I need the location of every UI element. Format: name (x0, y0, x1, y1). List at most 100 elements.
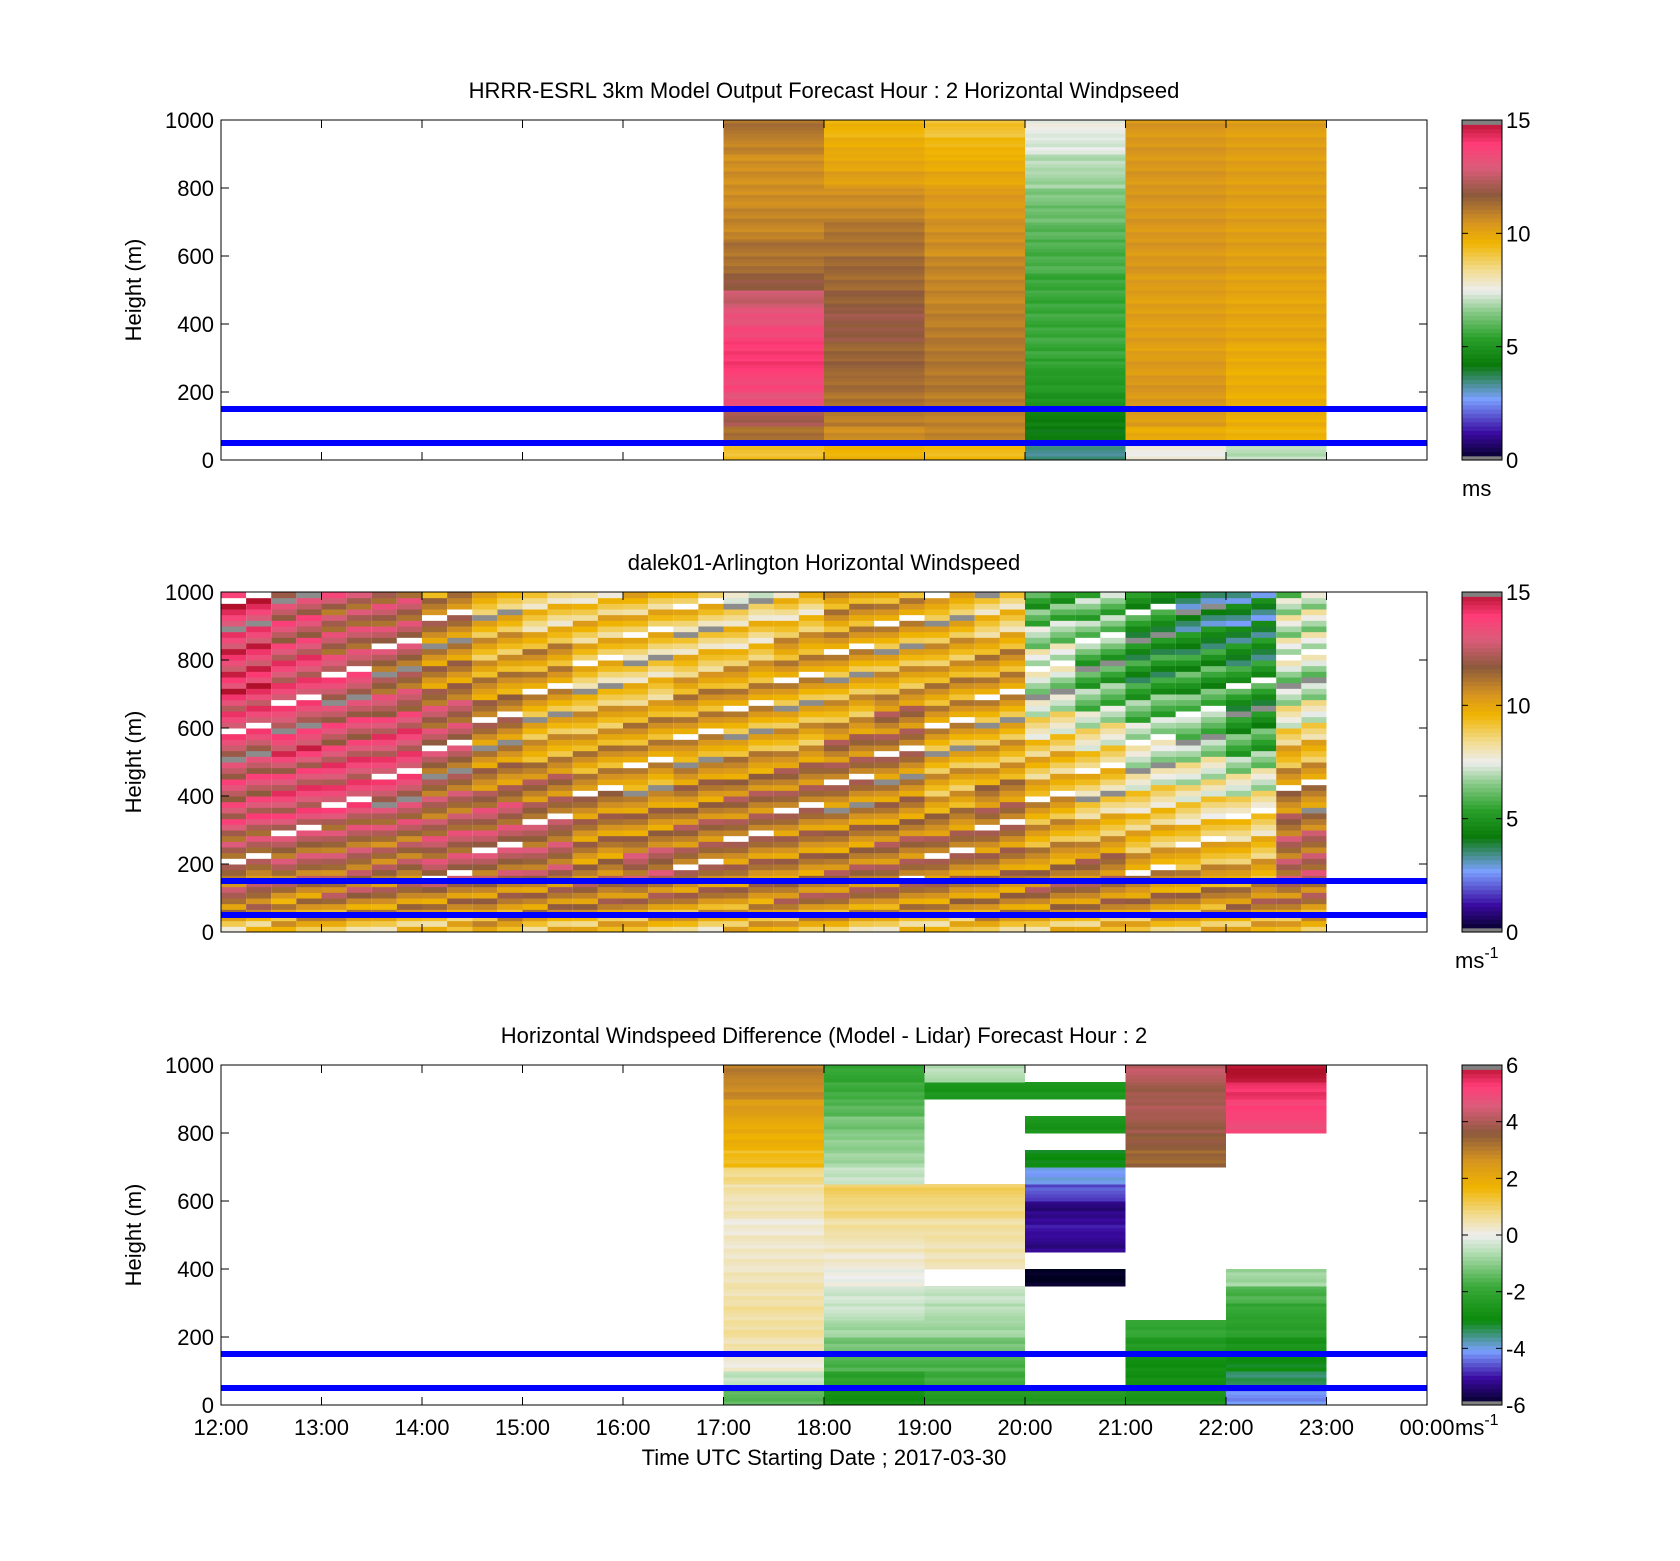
heatmap-cell (824, 330, 925, 335)
heatmap-cell (899, 892, 925, 899)
heatmap-cell (899, 864, 925, 871)
heatmap-cell (1125, 283, 1226, 288)
heatmap-cell (1125, 453, 1226, 458)
heatmap-cell (698, 694, 724, 701)
heatmap-cell (1025, 915, 1051, 922)
heatmap-cell (1025, 1272, 1126, 1277)
heatmap-cell (849, 682, 875, 689)
colorbar-segment (1462, 706, 1502, 712)
colorbar-segment (1462, 438, 1502, 444)
heatmap-cell (1226, 1371, 1327, 1375)
colorbar-segment (1462, 902, 1502, 908)
heatmap-cell (447, 779, 473, 786)
heatmap-cell (874, 711, 900, 718)
heatmap-cell (1125, 194, 1226, 199)
heatmap-cell (1125, 191, 1226, 196)
heatmap-cell (1175, 898, 1201, 905)
heatmap-cell (824, 750, 850, 757)
heatmap-cell (824, 739, 850, 746)
heatmap-cell (447, 790, 473, 797)
heatmap-cell (1025, 256, 1126, 260)
heatmap-cell (1200, 824, 1226, 831)
heatmap-cell (497, 705, 523, 712)
heatmap-cell (1050, 756, 1076, 763)
heatmap-cell (673, 767, 699, 774)
heatmap-cell (999, 750, 1025, 757)
heatmap-cell (1301, 654, 1327, 661)
heatmap-cell (296, 688, 322, 695)
heatmap-cell (271, 892, 297, 899)
heatmap-cell (999, 614, 1025, 621)
heatmap-cell (572, 614, 598, 621)
heatmap-cell (723, 1269, 824, 1273)
heatmap-cell (824, 419, 925, 424)
heatmap-cell (547, 728, 573, 735)
heatmap-cell (1200, 762, 1226, 769)
heatmap-cell (1100, 779, 1126, 786)
heatmap-cell (1226, 429, 1327, 434)
heatmap-cell (1301, 711, 1327, 718)
heatmap-cell (798, 739, 824, 746)
colorbar-tick-label: 0 (1506, 1223, 1518, 1248)
heatmap-cell (1251, 898, 1277, 905)
heatmap-cell (221, 614, 247, 621)
y-tick-label: 400 (177, 1257, 214, 1282)
heatmap-cell (422, 597, 448, 604)
heatmap-cell (698, 847, 724, 854)
heatmap-cell (346, 716, 372, 723)
heatmap-cell (773, 648, 799, 655)
heatmap-cell (1075, 728, 1101, 735)
heatmap-cell (974, 745, 1000, 752)
heatmap-cell (1025, 1238, 1126, 1243)
heatmap-cell (723, 1068, 824, 1073)
colorbar-segment (1462, 736, 1502, 742)
heatmap-cell (723, 903, 749, 910)
heatmap-cell (698, 813, 724, 820)
heatmap-cell (1075, 818, 1101, 825)
heatmap-cell (924, 824, 950, 831)
heatmap-cell (522, 784, 548, 791)
heatmap-cell (1125, 920, 1151, 927)
heatmap-cell (698, 779, 724, 786)
heatmap-cell (1175, 779, 1201, 786)
heatmap-cell (472, 637, 498, 644)
heatmap-cell (723, 201, 824, 206)
heatmap-cell (924, 171, 1025, 175)
heatmap-cell (371, 841, 397, 848)
heatmap-cell (221, 784, 247, 791)
heatmap-cell (723, 256, 824, 260)
heatmap-cell (623, 620, 649, 627)
colorbar-segment (1462, 396, 1502, 402)
heatmap-cell (1125, 1119, 1226, 1124)
heatmap-cell (1251, 722, 1277, 729)
heatmap-cell (1125, 303, 1226, 308)
heatmap-cell (221, 841, 247, 848)
heatmap-cell (246, 592, 272, 599)
heatmap-cell (999, 688, 1025, 695)
heatmap-cell (522, 779, 548, 786)
colorbar-segment (1462, 417, 1502, 423)
heatmap-cell (974, 915, 1000, 922)
heatmap-cell (547, 903, 573, 910)
heatmap-cell (1276, 869, 1302, 876)
heatmap-cell (547, 898, 573, 905)
heatmap-cell (723, 1360, 824, 1365)
heatmap-cell (547, 671, 573, 678)
heatmap-cell (924, 626, 950, 633)
heatmap-cell (723, 654, 749, 661)
heatmap-cell (271, 767, 297, 774)
heatmap-cell (924, 341, 1025, 345)
heatmap-cell (1150, 711, 1176, 718)
heatmap-cell (773, 728, 799, 735)
heatmap-cell (296, 898, 322, 905)
heatmap-cell (623, 722, 649, 729)
heatmap-cell (447, 801, 473, 808)
heatmap-cell (623, 869, 649, 876)
colorbar-segment (1462, 596, 1502, 602)
heatmap-cell (1025, 392, 1126, 396)
heatmap-cell (723, 1330, 824, 1335)
heatmap-cell (597, 705, 623, 712)
heatmap-cell (824, 385, 925, 390)
heatmap-cell (999, 762, 1025, 769)
